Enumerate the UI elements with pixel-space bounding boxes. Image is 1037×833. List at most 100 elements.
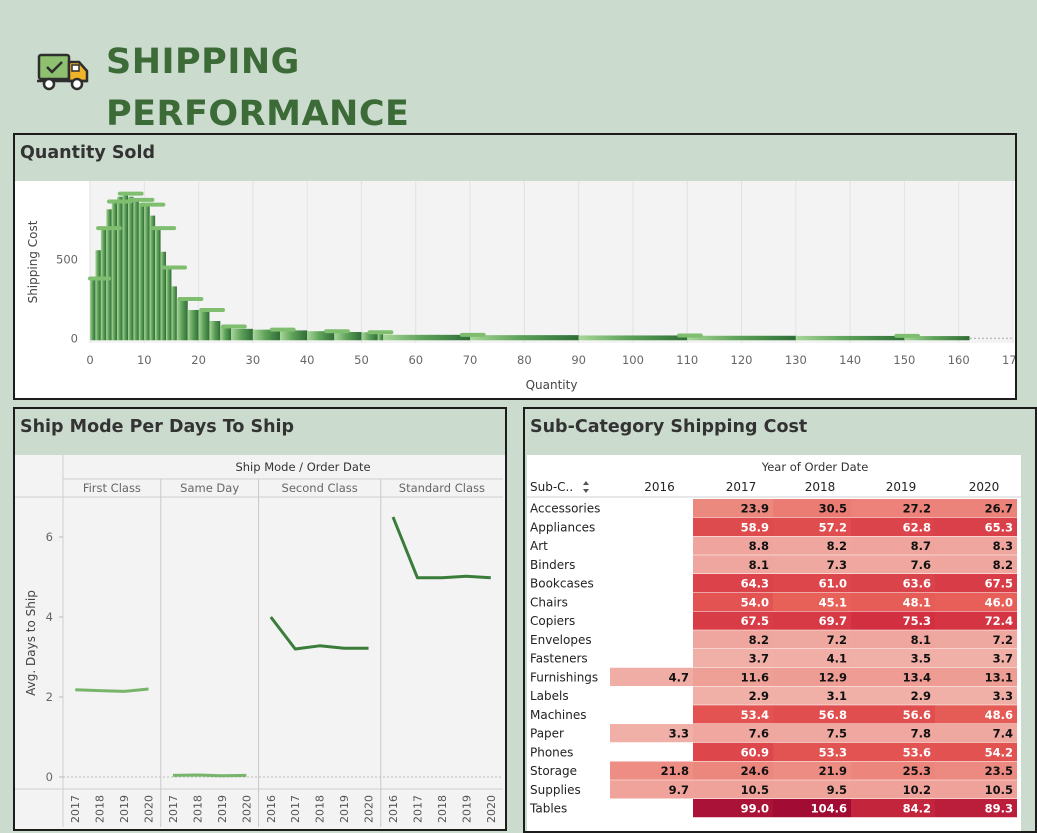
sub-heat-cell [851, 724, 935, 743]
sub-heat-value: 9.5 [827, 783, 847, 797]
sub-category-panel: Year of Order Date Sub-C.. 2016 2017 2018 201… [523, 407, 1037, 833]
ship-year-tick-label: 2018 [191, 795, 204, 823]
quantity-cost-band [252, 329, 281, 341]
quantity-cost-band [149, 215, 156, 341]
quantity-cost-band [117, 196, 123, 341]
sub-column-header: 2017 [726, 480, 757, 494]
sub-heat-cell [935, 742, 1017, 761]
sub-heat-cell [851, 649, 935, 668]
sub-heat-cell [773, 686, 851, 705]
sub-heat-cell [935, 630, 1017, 649]
sub-heat-value: 10.5 [741, 783, 769, 797]
ship-year-tick-label: 2020 [485, 795, 498, 823]
sub-row-label: Binders [530, 558, 575, 572]
quantity-title-band [15, 135, 1015, 181]
quantity-x-tick-label: 0 [86, 353, 93, 367]
sub-heat-cell [773, 517, 851, 536]
ship-mode-panel: Ship Mode / Order Date 0 2 4 6 Avg. Days to S… [13, 407, 507, 831]
ship-series-line [269, 616, 369, 651]
quantity-x-tick-label: 30 [246, 353, 261, 367]
sub-heat-value: 4.1 [827, 652, 847, 666]
sub-column-header: 2019 [886, 480, 917, 494]
sub-row-label: Bookcases [530, 577, 594, 591]
ship-year-tick-label: 2019 [460, 795, 473, 823]
quantity-cost-band [133, 199, 139, 341]
sub-heat-cell [851, 780, 935, 799]
sub-heat-cell [693, 799, 773, 818]
sub-category-heatmap: Year of Order Date Sub-C.. 2016 2017 2018 201… [525, 409, 1035, 831]
quantity-cost-band [687, 335, 796, 341]
sub-heat-cell [693, 667, 773, 686]
ship-year-tick-label: 2018 [94, 795, 107, 823]
sub-heat-cell [851, 686, 935, 705]
sub-heat-value: 104.6 [811, 802, 847, 816]
ship-year-tick-label: 2017 [289, 795, 302, 823]
sub-heat-value: 67.5 [741, 614, 769, 628]
sub-heat-cell [935, 499, 1017, 518]
sub-heat-value: 3.5 [911, 652, 931, 666]
quantity-x-tick-label: 110 [676, 353, 698, 367]
dashboard-title-line1: SHIPPING [106, 42, 300, 82]
sub-heat-value: 25.3 [903, 764, 931, 778]
quantity-cost-band [231, 328, 253, 341]
ship-y-tick-label: 0 [46, 770, 53, 784]
sub-heat-value: 54.2 [985, 745, 1013, 759]
sub-heat-cell [693, 592, 773, 611]
quantity-y-tick-label: 0 [71, 331, 78, 345]
sub-heat-cell [851, 630, 935, 649]
ship-mode-label: Standard Class [399, 481, 485, 495]
sub-heat-value: 2.9 [911, 689, 931, 703]
quantity-cost-band [171, 286, 177, 341]
sub-heat-value: 7.2 [993, 633, 1013, 647]
quantity-x-tick-label: 20 [191, 353, 206, 367]
sub-heat-cell [610, 667, 693, 686]
sub-heat-cell [935, 592, 1017, 611]
quantity-cost-band [155, 228, 161, 341]
quantity-x-tick-label: 40 [300, 353, 315, 367]
sub-heat-value: 26.7 [985, 502, 1013, 516]
ship-header-label: Ship Mode / Order Date [235, 460, 370, 474]
quantity-x-tick-label: 50 [354, 353, 369, 367]
sub-heat-value: 58.9 [741, 520, 769, 534]
sub-heat-cell [935, 705, 1017, 724]
sub-heat-cell [851, 499, 935, 518]
ship-series-line [75, 687, 149, 693]
sub-heat-cell [773, 780, 851, 799]
sub-heat-value: 21.9 [819, 764, 847, 778]
sub-heat-value: 7.3 [827, 558, 847, 572]
quantity-cost-band [100, 228, 107, 341]
quantity-y-tick-label: 500 [56, 253, 78, 267]
ship-year-tick-label: 2019 [338, 795, 351, 823]
quantity-cost-band [106, 209, 112, 341]
sub-heat-cell [851, 574, 935, 593]
sub-heat-cell [773, 536, 851, 555]
ship-year-tick-label: 2020 [143, 795, 156, 823]
quantity-x-tick-label: 70 [463, 353, 478, 367]
sub-category-title: Sub-Category Shipping Cost [530, 417, 808, 437]
sub-heat-value: 64.3 [741, 577, 769, 591]
quantity-cost-band [220, 326, 232, 341]
sub-heat-value: 3.7 [993, 652, 1013, 666]
ship-series-line [391, 516, 491, 580]
ship-mode-title: Ship Mode Per Days To Ship [20, 417, 295, 437]
sub-heat-cell [851, 536, 935, 555]
ship-year-tick-label: 2017 [69, 795, 82, 823]
sub-heat-value: 8.1 [911, 633, 931, 647]
sub-row-label: Copiers [530, 614, 575, 628]
sub-heat-cell [693, 630, 773, 649]
sub-heat-cell [773, 611, 851, 630]
sub-heat-value: 8.2 [827, 539, 847, 553]
sub-heat-value: 13.4 [903, 670, 931, 684]
sub-row-label: Accessories [530, 502, 600, 516]
sub-heat-value: 54.0 [741, 595, 769, 609]
sub-heat-cell [773, 574, 851, 593]
sub-heat-value: 53.3 [819, 745, 847, 759]
sub-heat-cell [773, 592, 851, 611]
sub-heat-cell [773, 705, 851, 724]
quantity-x-tick-label: 10 [137, 353, 152, 367]
quantity-x-axis-label: Quantity [526, 378, 578, 392]
sub-heat-cell [693, 555, 773, 574]
quantity-cost-band [334, 331, 362, 341]
ship-year-tick-label: 2020 [240, 795, 253, 823]
sub-heat-value: 67.5 [985, 577, 1013, 591]
